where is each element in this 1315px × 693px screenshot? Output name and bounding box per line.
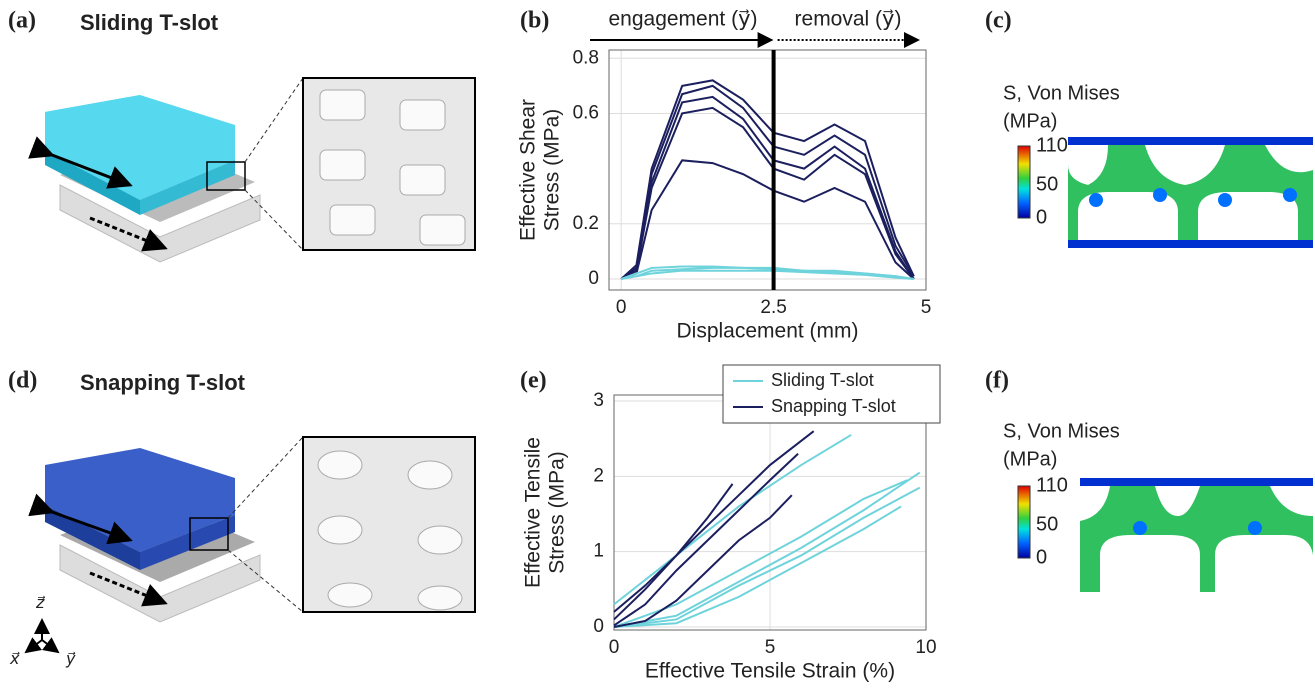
axis-x: x⃗ — [9, 651, 20, 668]
x-axis-label: Displacement (mm) — [676, 320, 858, 343]
stress-map-c — [1068, 137, 1313, 248]
data-line — [621, 160, 914, 279]
data-line — [614, 480, 907, 627]
y-tick-label: 0.6 — [573, 102, 599, 123]
y-tick-label: 2 — [593, 465, 604, 486]
stress-map-f — [1080, 478, 1313, 592]
colorbar-scale — [1018, 486, 1030, 558]
colorbar-tick: 110 — [1036, 134, 1068, 156]
data-line — [614, 435, 851, 604]
panel-label: (e) — [520, 368, 547, 394]
colorbar-unit: (MPa) — [1003, 448, 1057, 470]
data-line — [614, 506, 901, 627]
x-tick-label: 10 — [915, 637, 936, 658]
x-tick-label: 0 — [616, 297, 627, 318]
data-line — [621, 268, 914, 279]
y-axis-label: Effective Shear — [517, 99, 540, 241]
legend-label: Sliding T-slot — [771, 370, 874, 390]
x-tick-label: 5 — [921, 297, 932, 318]
colorbar-title: S, Von Mises — [1003, 420, 1120, 442]
data-line — [621, 271, 914, 279]
panel-label: (b) — [520, 8, 549, 34]
panel-label: (d) — [8, 368, 37, 394]
colorbar-title: S, Von Mises — [1003, 82, 1120, 104]
axis-y: y⃗ — [65, 651, 76, 668]
y-axis-label: Stress (MPa) — [546, 451, 569, 574]
panel-label: (c) — [985, 8, 1012, 34]
figure: (a) Sliding T-slot (b) (c) (d) Snapping … — [0, 0, 1315, 693]
panel-label: (a) — [8, 8, 36, 34]
y-axis-label: Stress (MPa) — [541, 109, 564, 232]
page: (a) Sliding T-slot (b) (c) (d) Snapping … — [0, 0, 1315, 693]
panel-title: Sliding T-slot — [80, 10, 219, 35]
data-line — [614, 473, 920, 627]
y-axis-label: Effective Tensile — [522, 437, 545, 588]
colorbar-tick: 50 — [1036, 174, 1058, 196]
y-tick-label: 3 — [593, 390, 604, 411]
x-tick-label: 5 — [765, 637, 776, 658]
axis-z: z⃗ — [35, 595, 46, 612]
sliding-illustration — [45, 78, 475, 262]
y-tick-label: 0.2 — [573, 213, 599, 234]
annotation: engagement (y⃗) — [608, 8, 757, 31]
x-tick-label: 2.5 — [760, 297, 786, 318]
y-tick-label: 0.8 — [573, 47, 599, 68]
legend-label: Snapping T-slot — [771, 396, 896, 416]
panel-label: (f) — [985, 368, 1009, 394]
y-tick-label: 0 — [593, 616, 604, 637]
colorbar-unit: (MPa) — [1003, 110, 1057, 132]
panel-title: Snapping T-slot — [80, 370, 246, 395]
x-tick-label: 0 — [609, 637, 620, 658]
colorbar-tick: 110 — [1036, 474, 1068, 496]
colorbar-tick: 0 — [1036, 206, 1047, 228]
x-axis-label: Effective Tensile Strain (%) — [645, 660, 895, 683]
colorbar-tick: 50 — [1036, 514, 1058, 536]
snapping-illustration: z⃗ x⃗ y⃗ — [9, 437, 475, 668]
data-line — [614, 488, 920, 627]
y-tick-label: 0 — [588, 268, 599, 289]
colorbar-tick: 0 — [1036, 546, 1047, 568]
annotation: removal (y⃗) — [795, 8, 902, 31]
colorbar-scale — [1018, 146, 1030, 218]
y-tick-label: 1 — [593, 541, 604, 562]
